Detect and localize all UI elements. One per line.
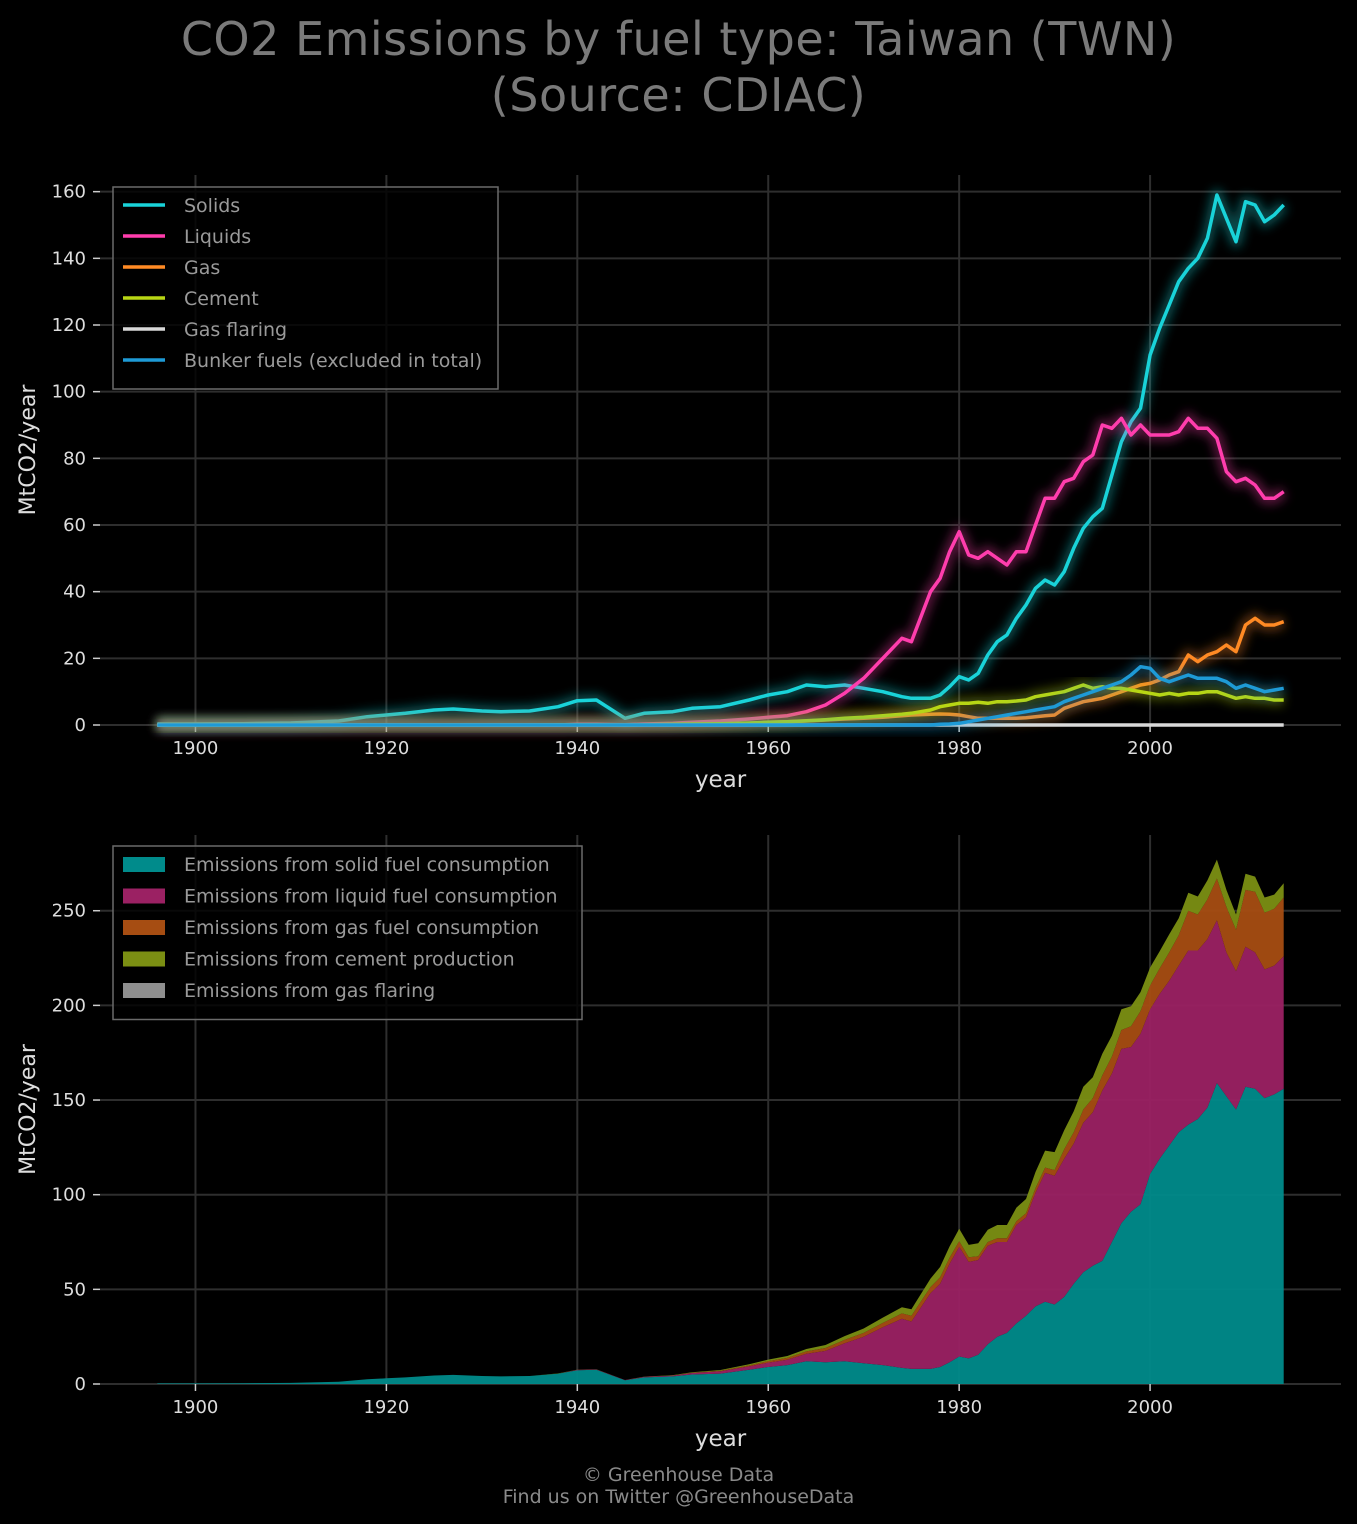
bottom-xtick-label: 1920: [363, 1397, 409, 1418]
bottom-ytick-label: 250: [52, 901, 86, 922]
top-ytick-label: 80: [63, 448, 86, 469]
bottom-legend-swatch-emissions-from-gas-fuel-consumption: [123, 920, 165, 935]
top-ytick-label: 100: [52, 382, 86, 403]
bottom-legend-label-emissions-from-solid-fuel-consumption: Emissions from solid fuel consumption: [184, 854, 550, 876]
top-xtick-label: 1900: [173, 738, 219, 759]
bottom-legend-label-emissions-from-gas-fuel-consumption: Emissions from gas fuel consumption: [184, 917, 539, 939]
top-ytick-label: 160: [52, 182, 86, 203]
bottom-legend-swatch-emissions-from-solid-fuel-consumption: [123, 857, 165, 872]
top-xtick-label: 1980: [936, 738, 982, 759]
top-ytick-label: 140: [52, 248, 86, 269]
top-xtick-label: 2000: [1127, 738, 1173, 759]
bottom-ylabel: MtCO2/year: [16, 1043, 41, 1175]
top-ylabel: MtCO2/year: [16, 384, 41, 516]
top-legend-label-solids: Solids: [184, 195, 240, 217]
top-xtick-label: 1920: [363, 738, 409, 759]
series-line-bunker-fuels-excluded-in-total: [157, 664, 1285, 727]
top-legend-label-bunker-fuels-excluded-in-total: Bunker fuels (excluded in total): [184, 350, 482, 372]
chart-title-line2: (Source: CDIAC): [490, 68, 867, 122]
top-legend-label-liquids: Liquids: [184, 226, 251, 248]
bottom-xtick-label: 1940: [554, 1397, 600, 1418]
bottom-xtick-label: 1900: [173, 1397, 219, 1418]
bottom-ytick-label: 50: [63, 1279, 86, 1300]
top-legend-box: [112, 186, 499, 390]
bottom-legend-label-emissions-from-gas-flaring: Emissions from gas flaring: [184, 980, 435, 1002]
bottom-xtick-label: 1980: [936, 1397, 982, 1418]
footer-twitter: Find us on Twitter @GreenhouseData: [502, 1486, 855, 1508]
top-xtick-label: 1940: [554, 738, 600, 759]
top-xlabel: year: [695, 767, 747, 793]
top-ytick-label: 120: [52, 315, 86, 336]
bottom-legend-label-emissions-from-liquid-fuel-consumption: Emissions from liquid fuel consumption: [184, 886, 558, 908]
top-ytick-label: 0: [75, 715, 86, 736]
bottom-xtick-label: 2000: [1127, 1397, 1173, 1418]
series-line-solids: [157, 193, 1285, 726]
bottom-legend-label-emissions-from-cement-production: Emissions from cement production: [184, 949, 515, 971]
footer-copyright: © Greenhouse Data: [582, 1464, 775, 1486]
top-legend-label-gas-flaring: Gas flaring: [184, 319, 287, 341]
bottom-ytick-label: 0: [75, 1374, 86, 1395]
bottom-legend-swatch-emissions-from-cement-production: [123, 951, 165, 967]
top-legend-label-gas: Gas: [184, 257, 220, 279]
bottom-ytick-label: 200: [52, 995, 86, 1016]
top-ytick-label: 60: [63, 515, 86, 536]
bottom-legend-swatch-emissions-from-liquid-fuel-consumption: [123, 888, 165, 904]
top-xtick-label: 1960: [745, 738, 791, 759]
bottom-ytick-label: 150: [52, 1090, 86, 1111]
top-ytick-label: 20: [63, 648, 86, 669]
top-ytick-label: 40: [63, 582, 86, 603]
top-line-chart: 1900 1920 1940 1960 1980 2000 0 20 40 60 80 100 120 1…: [16, 175, 1341, 793]
bottom-area-chart: 1900 1920 1940 1960 1980 2000 0 50 100 150 200 250 y…: [16, 835, 1341, 1452]
top-legend-label-cement: Cement: [184, 288, 259, 310]
bottom-ytick-label: 100: [52, 1185, 86, 1206]
bottom-xtick-label: 1960: [745, 1397, 791, 1418]
bottom-legend-swatch-emissions-from-gas-flaring: [123, 983, 165, 998]
area-emissions-from-liquid-fuel-consumption: [157, 920, 1284, 1384]
area-emissions-from-solid-fuel-consumption: [157, 1083, 1284, 1384]
bottom-xlabel: year: [695, 1426, 747, 1452]
bottom-legend-box: [112, 845, 583, 1021]
chart-title-line1: CO2 Emissions by fuel type: Taiwan (TWN): [180, 12, 1177, 66]
